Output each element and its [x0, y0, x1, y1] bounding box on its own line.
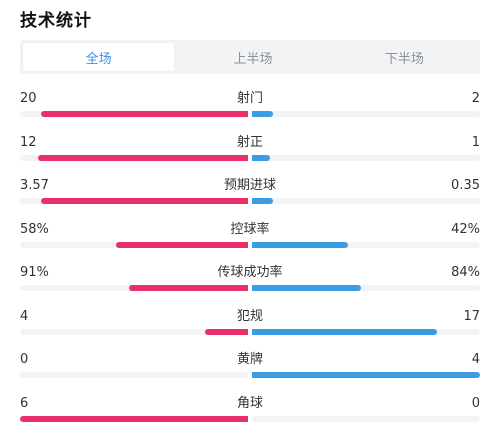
stat-row: 预期进球 3.57 0.35: [20, 178, 480, 218]
stat-row: 传球成功率 91% 84%: [20, 265, 480, 305]
tab-second-half[interactable]: 下半场: [384, 51, 424, 67]
stat-label: 角球: [236, 395, 263, 411]
stat-row: 控球率 58% 42%: [20, 222, 480, 262]
home-value: 3.57: [20, 178, 49, 193]
away-value: 42%: [451, 221, 480, 237]
stat-label: 黄牌: [236, 352, 263, 367]
home-bar-track: [20, 415, 248, 422]
stat-row: 黄牌 0 4: [20, 352, 480, 392]
away-bar-track: [252, 328, 480, 335]
stat-row: 角球 6 0: [20, 396, 480, 436]
away-bar-track: [252, 241, 480, 248]
stat-label: 射正: [236, 134, 263, 150]
away-value: 0: [471, 395, 480, 411]
home-bar-track: [20, 372, 248, 378]
page-title: 技术统计: [20, 11, 92, 31]
home-bar: [129, 285, 248, 291]
away-bar-track: [252, 198, 480, 204]
away-bar: [252, 285, 362, 291]
away-bar-track: [252, 285, 480, 291]
home-bar: [20, 415, 248, 422]
home-bar: [115, 241, 248, 248]
away-bar: [252, 154, 271, 161]
home-bar-track: [20, 154, 248, 161]
away-bar-track: [252, 111, 480, 117]
away-bar: [252, 198, 273, 204]
home-bar-track: [20, 328, 248, 335]
away-bar-track: [252, 415, 480, 422]
home-bar: [204, 328, 248, 335]
stat-row: 射正 12 1: [20, 135, 480, 175]
away-bar: [252, 328, 437, 335]
home-value: 0: [20, 352, 29, 367]
stat-label: 预期进球: [223, 178, 276, 193]
away-value: 84%: [451, 265, 480, 280]
stat-row: 犯规 4 17: [20, 309, 480, 349]
home-bar: [40, 111, 248, 117]
away-bar: [252, 372, 480, 378]
stat-label: 传球成功率: [217, 265, 283, 280]
away-value: 0.35: [451, 178, 480, 193]
away-value: 17: [463, 308, 480, 324]
stat-label: 射门: [236, 91, 263, 106]
home-bar-track: [20, 241, 248, 248]
period-tabs: 全场 上半场 下半场: [20, 40, 480, 74]
away-value: 4: [471, 352, 480, 367]
home-value: 20: [20, 91, 37, 106]
home-value: 91%: [20, 265, 49, 280]
stat-row: 射门 20 2: [20, 91, 480, 131]
away-bar: [252, 111, 273, 117]
stat-label: 控球率: [230, 221, 270, 237]
home-value: 58%: [20, 221, 49, 237]
away-value: 1: [471, 134, 480, 150]
home-bar-track: [20, 198, 248, 204]
tab-first-half[interactable]: 上半场: [233, 51, 273, 67]
home-bar: [38, 154, 248, 161]
away-bar-track: [252, 372, 480, 378]
away-value: 2: [471, 91, 480, 106]
stat-label: 犯规: [236, 308, 263, 324]
home-value: 6: [20, 395, 29, 411]
home-bar: [40, 198, 248, 204]
away-bar: [252, 241, 348, 248]
tab-full-match[interactable]: 全场: [23, 43, 175, 71]
home-value: 12: [20, 134, 37, 150]
home-bar-track: [20, 285, 248, 291]
away-bar-track: [252, 154, 480, 161]
home-bar-track: [20, 111, 248, 117]
home-value: 4: [20, 308, 29, 324]
